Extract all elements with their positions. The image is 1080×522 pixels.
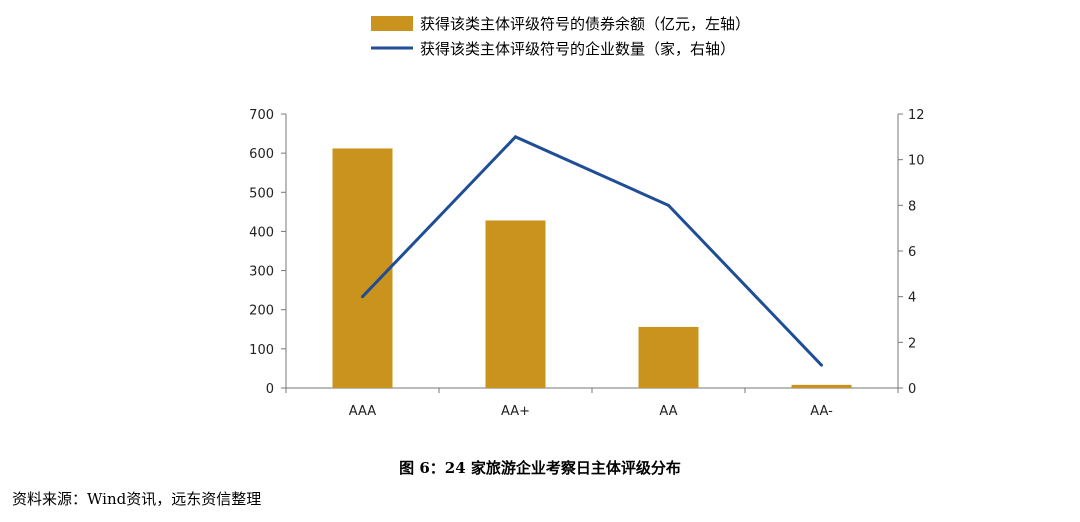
line-point-AA- xyxy=(820,363,823,367)
figure-caption: 图 6：24 家旅游企业考察日主体评级分布 xyxy=(399,459,681,477)
left-tick-label: 700 xyxy=(249,108,274,123)
bar-AA+ xyxy=(485,220,546,388)
line-point-AA xyxy=(667,203,670,207)
line-series xyxy=(361,135,823,367)
legend-swatch-bar xyxy=(371,16,413,31)
x-tick-label: AA+ xyxy=(501,404,530,419)
bar-series xyxy=(332,148,852,388)
legend-label-bar: 获得该类主体评级符号的债券余额（亿元，左轴） xyxy=(420,15,750,33)
right-tick-label: 4 xyxy=(908,291,916,306)
line-path xyxy=(361,135,823,367)
x-axis: AAA AA+ AA AA- xyxy=(285,387,899,419)
bar-AA- xyxy=(791,384,852,388)
legend: 获得该类主体评级符号的债券余额（亿元，左轴） 获得该类主体评级符号的企业数量（家，… xyxy=(371,15,750,58)
right-tick-label: 12 xyxy=(908,108,925,123)
line-point-AAA xyxy=(361,295,364,299)
right-tick-label: 10 xyxy=(908,154,925,169)
x-tick-label: AA xyxy=(659,404,677,419)
line-point-AA+ xyxy=(514,135,517,139)
right-axis: 0 2 4 6 8 10 12 xyxy=(897,108,925,397)
x-tick-label: AA- xyxy=(810,404,833,419)
right-tick-label: 8 xyxy=(908,199,916,214)
bar-AAA xyxy=(332,148,393,388)
left-tick-label: 0 xyxy=(266,382,274,397)
left-tick-label: 400 xyxy=(249,225,274,240)
left-tick-label: 500 xyxy=(249,186,274,201)
left-tick-label: 200 xyxy=(249,304,274,319)
source-note: 资料来源：Wind资讯，远东资信整理 xyxy=(12,490,262,508)
left-tick-label: 300 xyxy=(249,265,274,280)
right-tick-label: 6 xyxy=(908,245,916,260)
left-axis: 0 100 200 300 400 500 600 700 xyxy=(249,108,287,397)
right-tick-label: 0 xyxy=(908,382,916,397)
left-tick-label: 600 xyxy=(249,147,274,162)
right-tick-label: 2 xyxy=(908,336,916,351)
left-tick-label: 100 xyxy=(249,343,274,358)
bar-AA xyxy=(638,326,699,388)
x-tick-label: AAA xyxy=(349,404,377,419)
legend-label-line: 获得该类主体评级符号的企业数量（家，右轴） xyxy=(420,40,735,58)
